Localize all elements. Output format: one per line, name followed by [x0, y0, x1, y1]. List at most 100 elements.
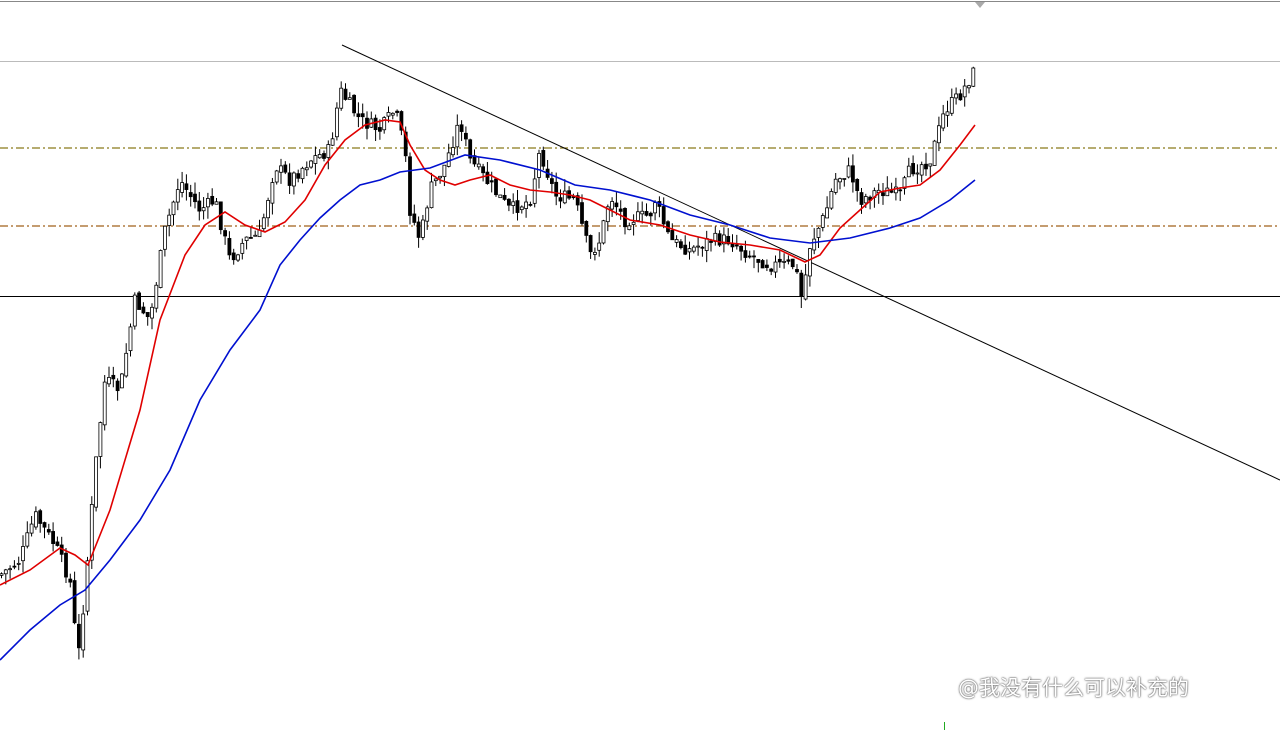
candle-body	[459, 124, 464, 132]
candle-body	[902, 177, 907, 189]
candle-body	[670, 229, 675, 241]
candle-body	[838, 178, 842, 183]
candle-body	[382, 117, 387, 131]
candle-body	[696, 245, 700, 248]
candle-body	[971, 67, 976, 87]
candle-body	[425, 207, 430, 222]
candle-body	[399, 111, 404, 131]
candle-body	[395, 110, 400, 113]
candle-body	[201, 207, 206, 212]
candle-body	[227, 238, 232, 256]
candle-body	[416, 221, 421, 238]
candle-body	[12, 565, 17, 568]
candle-body	[326, 144, 331, 158]
candle-body	[175, 189, 180, 203]
candle-body	[279, 165, 283, 173]
candle-body	[365, 117, 369, 129]
candle-body	[601, 220, 606, 244]
candle-body	[580, 202, 584, 224]
candle-body	[506, 198, 511, 206]
candle-body	[38, 510, 43, 524]
candle-body	[954, 93, 958, 99]
candle-body	[537, 153, 541, 178]
candle-body	[171, 201, 176, 216]
candle-body	[451, 147, 455, 156]
candle-body	[631, 221, 636, 225]
candle-body	[777, 258, 782, 263]
candle-body	[94, 456, 98, 508]
candle-body	[468, 139, 473, 159]
candle-body	[765, 264, 769, 268]
candle-body	[373, 117, 378, 131]
candle-body	[72, 580, 77, 624]
candle-body	[812, 238, 817, 251]
candles	[0, 66, 976, 660]
candle-body	[21, 546, 25, 562]
candle-body	[412, 213, 417, 223]
candle-body	[145, 312, 150, 318]
candle-body	[347, 97, 352, 100]
candle-body	[248, 237, 253, 239]
candle-body	[808, 248, 812, 277]
candle-body	[722, 234, 726, 245]
candle-body	[588, 235, 593, 253]
candle-body	[773, 261, 778, 273]
candle-body	[309, 160, 314, 168]
candle-body	[188, 192, 193, 198]
candle-body	[855, 179, 860, 192]
candle-body	[68, 578, 73, 583]
candle-body	[709, 240, 713, 243]
candle-body	[889, 190, 894, 193]
candle-body	[120, 373, 124, 389]
candle-body	[137, 292, 142, 310]
candle-body	[334, 107, 339, 138]
candle-body	[648, 212, 653, 217]
candle-body	[558, 197, 563, 202]
candle-body	[261, 217, 266, 230]
candle-body	[906, 165, 911, 178]
candle-body	[291, 172, 296, 187]
candle-body	[317, 154, 322, 159]
candle-body	[945, 111, 950, 116]
candle-body	[541, 150, 546, 167]
candle-body	[77, 623, 81, 649]
candle-body	[162, 225, 167, 250]
candle-body	[180, 182, 185, 193]
candle-body	[42, 522, 47, 528]
candle-body	[330, 138, 335, 146]
candle-body	[481, 166, 486, 174]
candle-body	[769, 268, 774, 272]
candle-body	[455, 124, 460, 148]
candle-body	[51, 531, 55, 544]
candle-body	[210, 195, 215, 205]
candle-body	[223, 230, 228, 237]
candle-body	[356, 113, 361, 118]
candle-body	[726, 235, 731, 245]
moving-average-slow	[0, 154, 976, 661]
candle-body	[158, 250, 163, 288]
candle-body	[16, 562, 21, 565]
candle-body	[661, 206, 666, 225]
candle-body	[515, 200, 520, 213]
candle-body	[614, 202, 619, 208]
candle-body	[752, 255, 756, 258]
candle-body	[790, 258, 795, 268]
candle-body	[343, 88, 348, 100]
candle-body	[124, 352, 129, 377]
candle-body	[193, 193, 197, 203]
moving-average-fast	[0, 119, 976, 586]
candle-body	[184, 183, 189, 190]
candle-body	[236, 254, 240, 261]
candle-body	[29, 523, 34, 534]
candle-body	[691, 246, 696, 252]
candle-body	[803, 274, 808, 300]
candle-body	[476, 163, 481, 168]
candle-body	[502, 194, 507, 200]
candle-body	[846, 165, 851, 178]
candle-body	[313, 155, 318, 164]
candle-body	[498, 194, 503, 199]
candle-body	[107, 377, 111, 385]
candle-body	[296, 173, 301, 179]
candle-body	[89, 504, 94, 561]
